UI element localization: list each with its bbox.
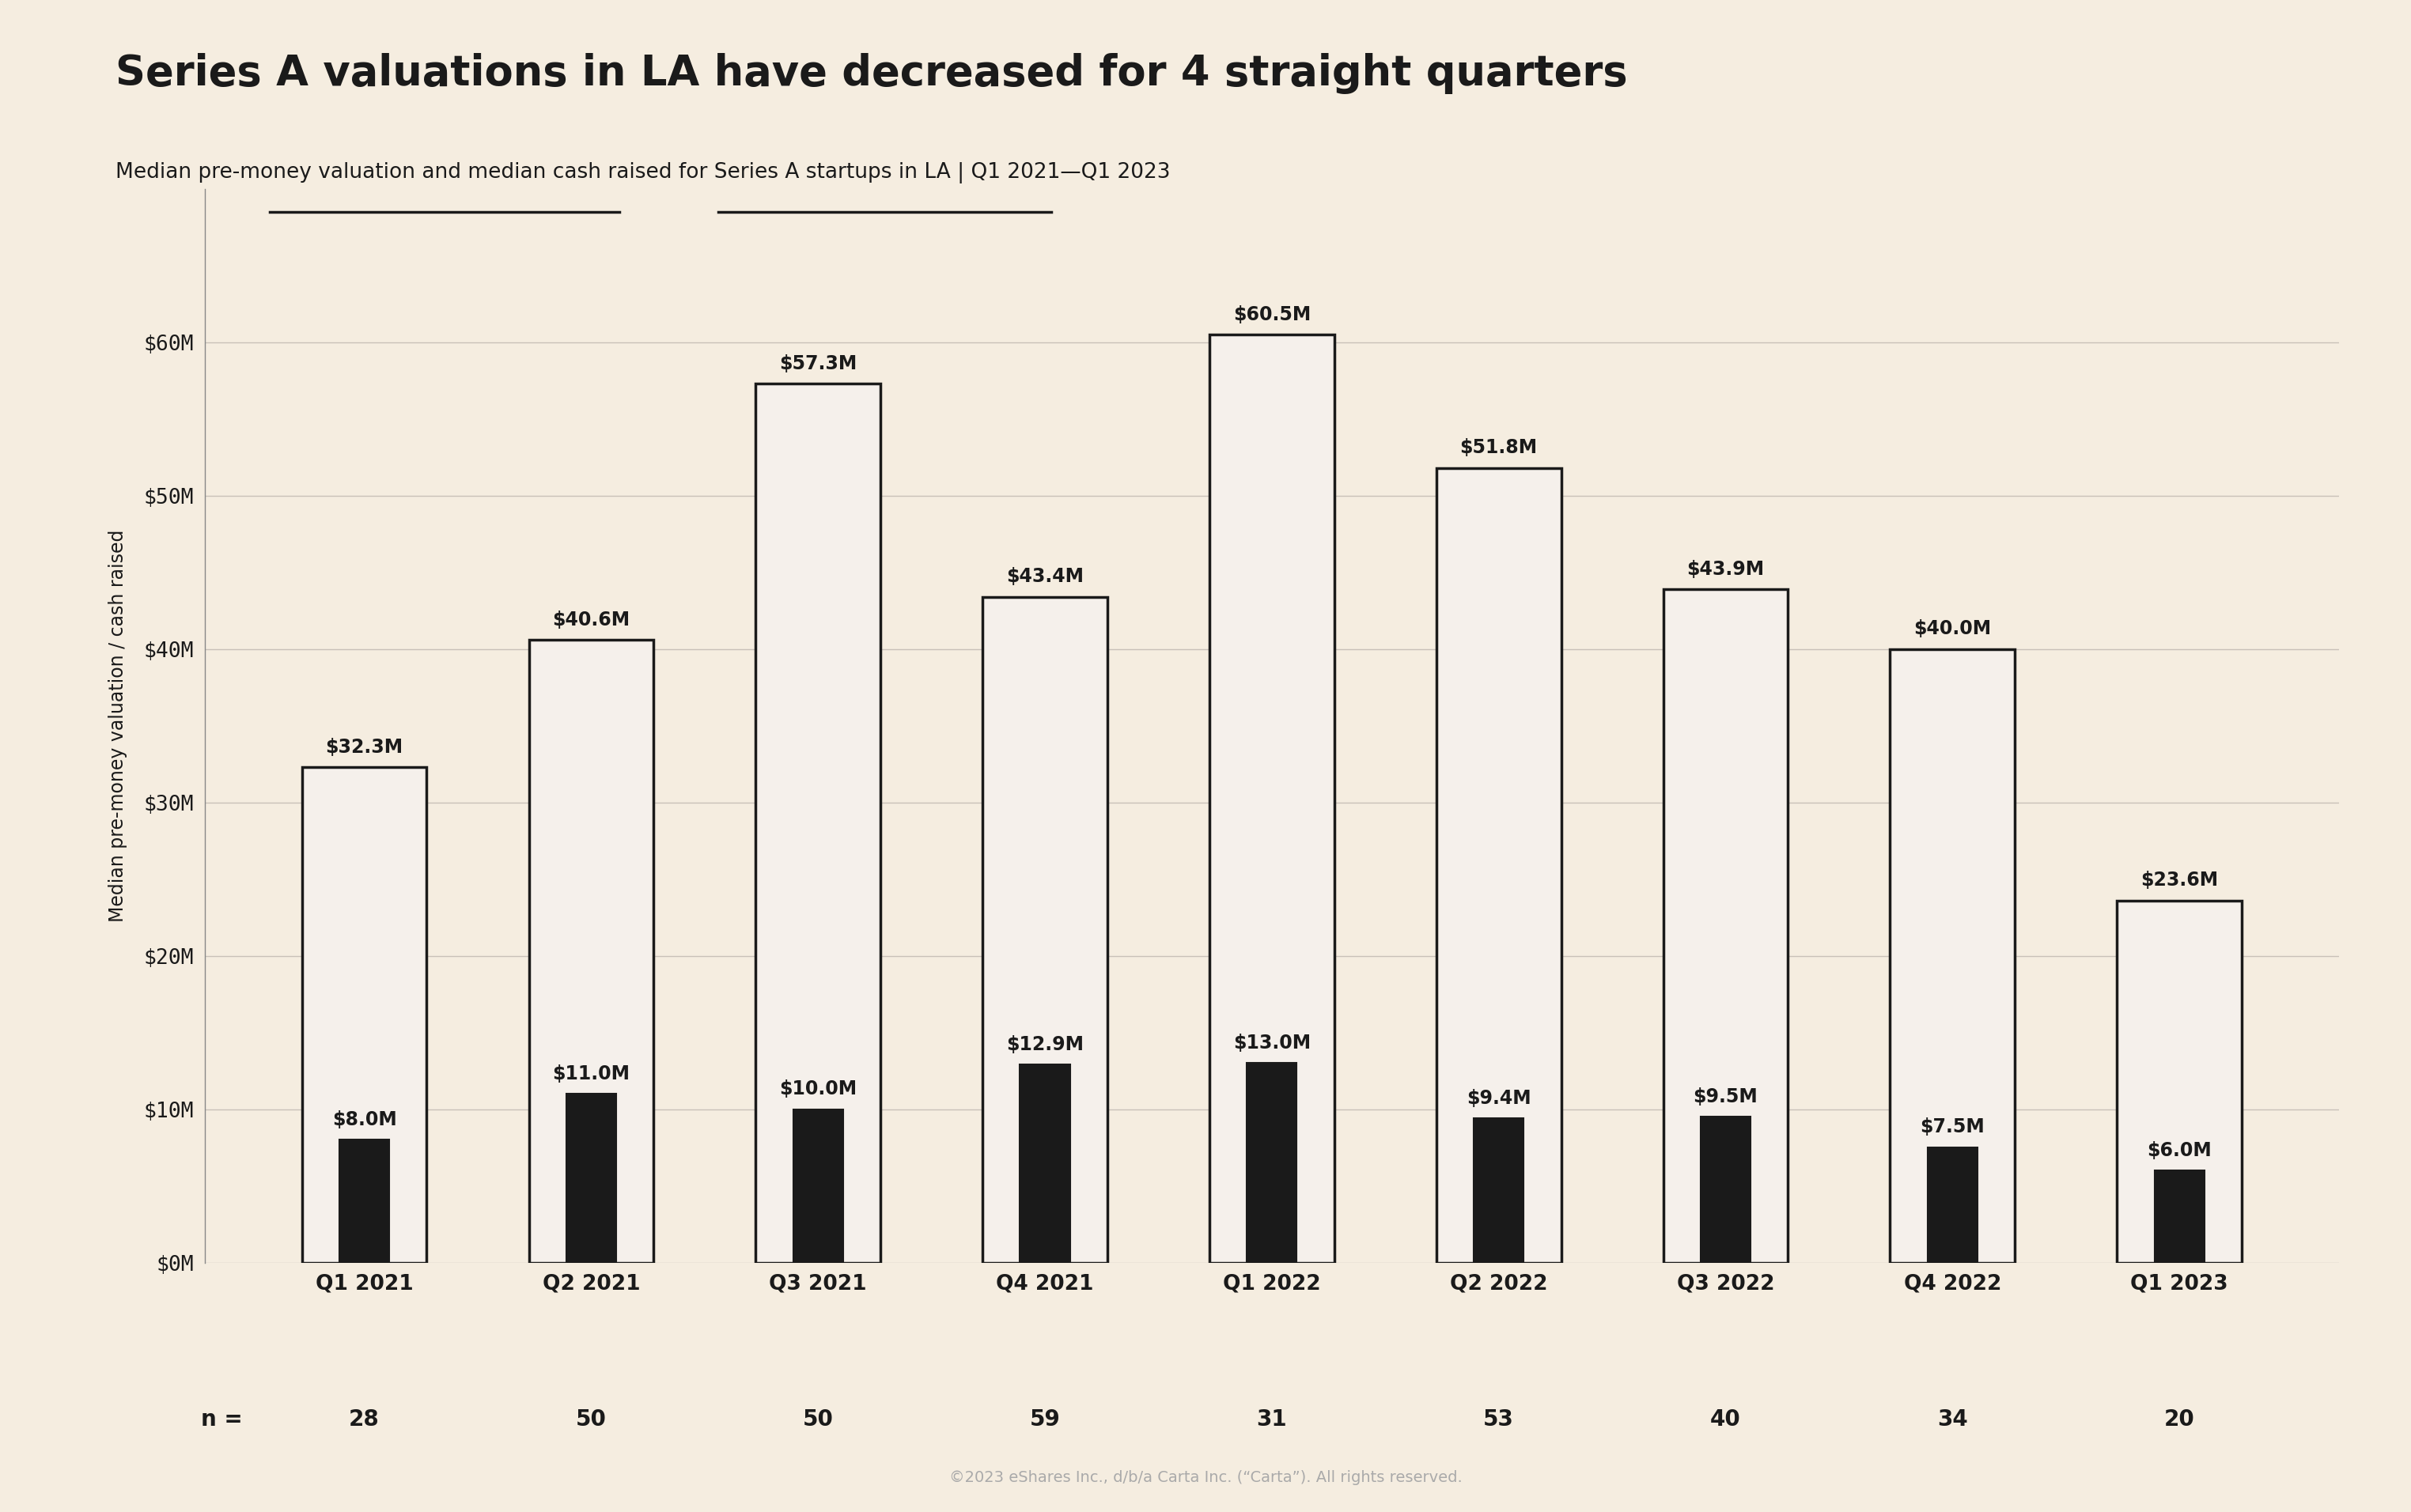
Bar [301, 767, 427, 1263]
Text: $43.4M: $43.4M [1005, 567, 1083, 587]
Bar [340, 1140, 388, 1263]
Text: $40.6M: $40.6M [552, 611, 629, 629]
Text: 31: 31 [1256, 1408, 1287, 1430]
Text: 20: 20 [2165, 1408, 2194, 1430]
Text: 53: 53 [1483, 1408, 1514, 1430]
Text: 50: 50 [576, 1408, 608, 1430]
Text: $8.0M: $8.0M [333, 1110, 398, 1129]
Text: $11.0M: $11.0M [552, 1064, 629, 1083]
Bar [1700, 1117, 1750, 1263]
Text: 40: 40 [1709, 1408, 1741, 1430]
Text: $40.0M: $40.0M [1914, 620, 1991, 638]
Bar [1437, 469, 1560, 1263]
Text: $60.5M: $60.5M [1232, 305, 1312, 324]
Text: 28: 28 [350, 1408, 379, 1430]
Text: $43.9M: $43.9M [1688, 559, 1765, 579]
Text: $10.0M: $10.0M [779, 1080, 856, 1098]
Text: $12.9M: $12.9M [1005, 1036, 1083, 1054]
Bar [755, 384, 880, 1263]
Text: $57.3M: $57.3M [779, 354, 856, 373]
Bar [984, 597, 1107, 1263]
Text: $9.4M: $9.4M [1466, 1089, 1531, 1108]
Text: $13.0M: $13.0M [1232, 1033, 1312, 1052]
Text: Series A valuations in LA have decreased for 4 straight quarters: Series A valuations in LA have decreased… [116, 53, 1627, 94]
Bar [2117, 901, 2242, 1263]
Text: $9.5M: $9.5M [1693, 1087, 1758, 1107]
Text: ©2023 eShares Inc., d/b/a Carta Inc. (“Carta”). All rights reserved.: ©2023 eShares Inc., d/b/a Carta Inc. (“C… [950, 1470, 1461, 1485]
Text: 59: 59 [1029, 1408, 1061, 1430]
Text: n =: n = [200, 1408, 244, 1430]
Text: Median pre-money valuation and median cash raised for Series A startups in LA | : Median pre-money valuation and median ca… [116, 162, 1172, 183]
Bar [1664, 590, 1789, 1263]
Text: $6.0M: $6.0M [2146, 1140, 2211, 1160]
Bar [2155, 1170, 2204, 1263]
Y-axis label: Median pre-money valuation / cash raised: Median pre-money valuation / cash raised [108, 529, 128, 922]
Text: $51.8M: $51.8M [1461, 438, 1538, 458]
Bar [793, 1110, 844, 1263]
Text: $23.6M: $23.6M [2141, 871, 2218, 891]
Text: $32.3M: $32.3M [325, 738, 403, 756]
Text: $7.5M: $7.5M [1919, 1117, 1984, 1137]
Bar [1890, 649, 2016, 1263]
Bar [1926, 1148, 1977, 1263]
Bar [1473, 1119, 1524, 1263]
Bar [567, 1093, 617, 1263]
Bar [1020, 1064, 1070, 1263]
Text: 34: 34 [1936, 1408, 1967, 1430]
Bar [1210, 334, 1333, 1263]
Bar [1246, 1063, 1297, 1263]
Text: 50: 50 [803, 1408, 834, 1430]
Bar [528, 640, 653, 1263]
